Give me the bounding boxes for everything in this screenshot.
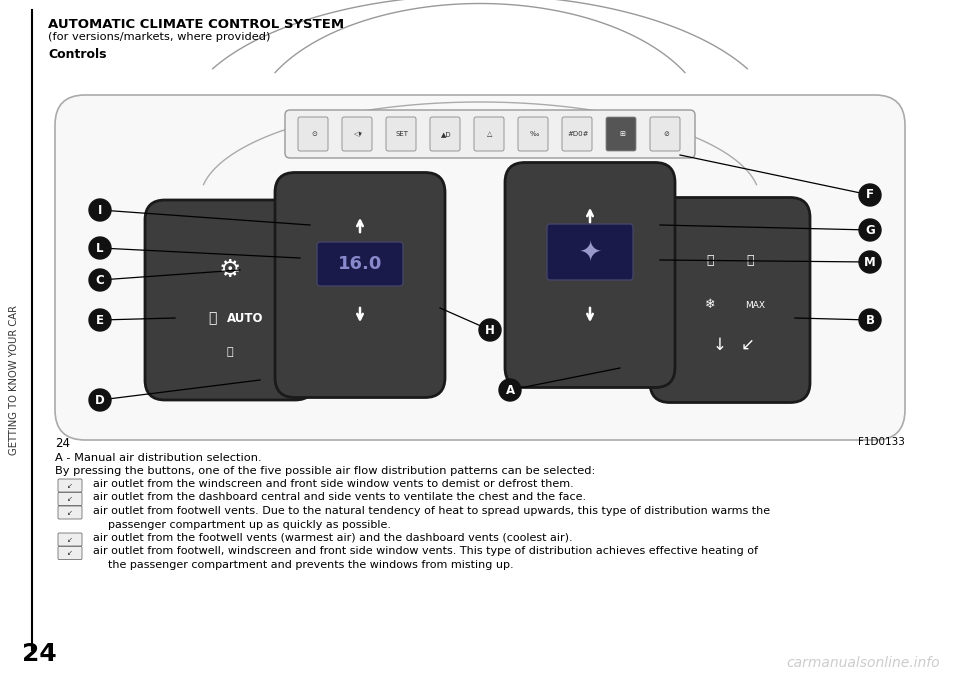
Circle shape [479, 319, 501, 341]
Text: 🔒: 🔒 [227, 347, 233, 357]
Text: air outlet from the footwell vents (warmest air) and the dashboard vents (cooles: air outlet from the footwell vents (warm… [93, 533, 572, 543]
FancyBboxPatch shape [58, 506, 82, 519]
Text: ⏻: ⏻ [207, 311, 216, 325]
FancyBboxPatch shape [650, 198, 810, 403]
Circle shape [89, 389, 111, 411]
FancyBboxPatch shape [386, 117, 416, 151]
FancyBboxPatch shape [650, 117, 680, 151]
Text: ↙: ↙ [67, 483, 73, 489]
Text: E: E [96, 314, 104, 327]
Text: #D0#: #D0# [567, 131, 588, 137]
Circle shape [859, 219, 881, 241]
FancyBboxPatch shape [317, 242, 403, 286]
Text: △: △ [488, 131, 492, 137]
Text: 24: 24 [22, 642, 57, 666]
Text: 16.0: 16.0 [338, 255, 382, 273]
Text: ▲D: ▲D [441, 131, 451, 137]
Text: By pressing the buttons, one of the five possible air flow distribution patterns: By pressing the buttons, one of the five… [55, 466, 595, 476]
Text: H: H [485, 324, 495, 337]
Text: A - Manual air distribution selection.: A - Manual air distribution selection. [55, 453, 262, 463]
Text: SET: SET [396, 131, 409, 137]
FancyBboxPatch shape [562, 117, 592, 151]
FancyBboxPatch shape [285, 110, 695, 158]
Text: A: A [505, 383, 515, 397]
FancyBboxPatch shape [58, 479, 82, 492]
Circle shape [89, 199, 111, 221]
Circle shape [859, 184, 881, 206]
Circle shape [89, 309, 111, 331]
Text: L: L [96, 241, 104, 255]
Text: air outlet from footwell, windscreen and front side window vents. This type of d: air outlet from footwell, windscreen and… [93, 547, 758, 556]
FancyBboxPatch shape [430, 117, 460, 151]
Circle shape [859, 251, 881, 273]
FancyBboxPatch shape [606, 117, 636, 151]
Circle shape [859, 309, 881, 331]
Text: ⊙: ⊙ [311, 131, 317, 137]
Text: ↙: ↙ [67, 537, 73, 543]
Text: ↙: ↙ [67, 550, 73, 556]
FancyBboxPatch shape [474, 117, 504, 151]
FancyBboxPatch shape [505, 163, 675, 388]
Text: F: F [866, 189, 874, 202]
Text: carmanualsonline.info: carmanualsonline.info [786, 656, 940, 670]
FancyBboxPatch shape [145, 200, 315, 400]
FancyBboxPatch shape [342, 117, 372, 151]
Text: ↓: ↓ [713, 336, 727, 354]
Circle shape [89, 237, 111, 259]
Text: (for versions/markets, where provided): (for versions/markets, where provided) [48, 32, 271, 42]
Text: ↙: ↙ [67, 510, 73, 516]
Text: ↙: ↙ [741, 336, 755, 354]
Text: ❄: ❄ [705, 298, 715, 311]
FancyBboxPatch shape [547, 224, 633, 280]
Text: C: C [96, 274, 105, 287]
Text: Controls: Controls [48, 48, 107, 61]
Text: ↙: ↙ [67, 497, 73, 503]
Text: ◁▾: ◁▾ [353, 131, 363, 137]
Text: ⊞: ⊞ [619, 131, 625, 137]
Text: F1D0133: F1D0133 [858, 437, 905, 447]
Text: air outlet from footwell vents. Due to the natural tendency of heat to spread up: air outlet from footwell vents. Due to t… [93, 506, 770, 516]
Text: 24: 24 [55, 437, 70, 450]
Text: AUTO: AUTO [227, 311, 263, 324]
Text: air outlet from the windscreen and front side window vents to demist or defrost : air outlet from the windscreen and front… [93, 479, 574, 489]
Text: M: M [864, 255, 876, 268]
FancyBboxPatch shape [275, 172, 445, 397]
Text: 💧: 💧 [707, 254, 713, 266]
Text: D: D [95, 394, 105, 407]
Text: GETTING TO KNOW YOUR CAR: GETTING TO KNOW YOUR CAR [9, 305, 19, 455]
FancyBboxPatch shape [55, 95, 905, 440]
Circle shape [89, 269, 111, 291]
Text: 🌡: 🌡 [746, 254, 754, 266]
Text: passenger compartment up as quickly as possible.: passenger compartment up as quickly as p… [108, 519, 391, 530]
Text: ⊘: ⊘ [663, 131, 669, 137]
Text: I: I [98, 204, 102, 217]
Text: air outlet from the dashboard central and side vents to ventilate the chest and : air outlet from the dashboard central an… [93, 493, 587, 503]
FancyBboxPatch shape [58, 547, 82, 560]
FancyBboxPatch shape [518, 117, 548, 151]
Text: AUTOMATIC CLIMATE CONTROL SYSTEM: AUTOMATIC CLIMATE CONTROL SYSTEM [48, 18, 344, 31]
Text: the passenger compartment and prevents the windows from misting up.: the passenger compartment and prevents t… [108, 560, 514, 570]
Text: B: B [866, 314, 875, 327]
Text: ⚙: ⚙ [219, 258, 241, 282]
Text: MAX: MAX [745, 300, 765, 309]
Text: G: G [865, 224, 875, 237]
FancyBboxPatch shape [58, 533, 82, 546]
Text: ✦: ✦ [578, 238, 602, 266]
Text: ‰: ‰ [529, 131, 539, 137]
Circle shape [499, 379, 521, 401]
FancyBboxPatch shape [58, 493, 82, 506]
FancyBboxPatch shape [298, 117, 328, 151]
